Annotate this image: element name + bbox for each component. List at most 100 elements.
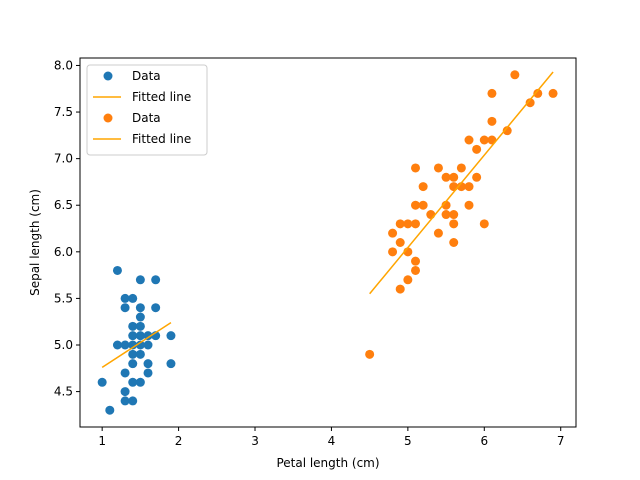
data-point — [128, 396, 138, 406]
data-point — [166, 331, 176, 341]
data-point — [403, 219, 413, 229]
data-point — [395, 219, 405, 229]
data-point — [411, 163, 421, 173]
data-point — [135, 331, 145, 341]
data-point — [143, 368, 153, 378]
data-point — [525, 98, 535, 108]
data-point — [120, 303, 130, 313]
data-point — [456, 163, 466, 173]
fitted-line — [101, 322, 172, 368]
y-axis-label: Sepal length (cm) — [28, 189, 42, 296]
data-point — [128, 340, 138, 350]
data-point — [166, 359, 176, 369]
data-point — [120, 396, 130, 406]
data-point — [135, 349, 145, 359]
data-point — [128, 331, 138, 341]
y-tick-label: 5.0 — [54, 338, 73, 352]
y-tick-label: 7.5 — [54, 105, 73, 119]
data-point — [395, 284, 405, 294]
data-point — [143, 340, 153, 350]
data-point — [395, 238, 405, 247]
y-tick-label: 5.5 — [54, 291, 73, 305]
data-point — [135, 312, 145, 322]
data-point — [365, 349, 375, 359]
data-point — [128, 359, 138, 369]
data-point — [135, 340, 145, 350]
data-point — [135, 303, 145, 313]
data-point — [464, 182, 474, 192]
plot-area — [97, 70, 558, 415]
data-point — [135, 377, 145, 387]
data-point — [388, 228, 398, 238]
data-point — [143, 331, 153, 341]
data-point — [411, 219, 421, 229]
data-point — [479, 219, 489, 229]
data-point — [128, 377, 138, 387]
data-point — [472, 144, 482, 154]
data-point — [128, 293, 138, 303]
data-point — [120, 387, 130, 397]
data-point — [120, 368, 130, 378]
data-point — [426, 210, 436, 220]
legend: Data Fitted line Data Fitted line — [86, 64, 208, 156]
data-point — [128, 349, 138, 359]
data-point — [441, 172, 451, 182]
y-tick-label: 6.5 — [54, 198, 73, 212]
data-point — [441, 210, 451, 220]
data-point — [464, 135, 474, 145]
data-point — [151, 303, 161, 313]
data-point — [479, 135, 489, 145]
y-tick-label: 4.5 — [54, 385, 73, 399]
data-point — [433, 228, 443, 238]
legend-box — [86, 64, 208, 156]
x-tick-label: 7 — [557, 434, 565, 448]
data-point — [533, 88, 543, 98]
data-point — [411, 265, 421, 275]
y-tick-label: 7.0 — [54, 152, 73, 166]
data-point — [433, 163, 443, 173]
data-point — [487, 116, 497, 126]
x-tick-label: 6 — [480, 434, 488, 448]
data-point — [112, 340, 122, 350]
legend-label: Fitted line — [132, 90, 191, 104]
x-tick-label: 2 — [175, 434, 183, 448]
data-point — [449, 210, 459, 220]
data-point — [120, 293, 130, 303]
legend-marker — [103, 71, 113, 81]
x-tick-label: 5 — [404, 434, 412, 448]
data-point — [418, 200, 428, 210]
legend-label: Data — [132, 111, 161, 125]
data-point — [143, 359, 153, 369]
data-point — [449, 219, 459, 229]
legend-label: Data — [132, 69, 161, 83]
data-point — [418, 182, 428, 192]
x-tick-label: 1 — [98, 434, 106, 448]
x-axis-label: Petal length (cm) — [276, 456, 379, 470]
legend-marker — [103, 113, 113, 123]
tick-layer: 1 2 3 4 5 6 7 4.5 5.0 5.5 6.0 6.5 7.0 7.5 8.0 — [54, 58, 565, 448]
data-point — [120, 340, 130, 350]
axes-frame — [79, 57, 577, 428]
data-point — [502, 126, 512, 136]
data-point — [472, 172, 482, 182]
data-point — [151, 275, 161, 285]
data-point — [449, 172, 459, 182]
data-point — [388, 247, 398, 257]
data-point — [97, 377, 107, 387]
legend-label: Fitted line — [132, 132, 191, 146]
x-tick-label: 3 — [251, 434, 259, 448]
data-point — [464, 200, 474, 210]
fitted-line — [369, 71, 554, 295]
data-point — [449, 238, 459, 247]
data-point — [411, 200, 421, 210]
data-point — [510, 70, 520, 80]
data-point — [487, 88, 497, 98]
data-point — [128, 321, 138, 331]
data-point — [135, 275, 145, 285]
data-point — [403, 275, 413, 285]
data-point — [105, 405, 115, 415]
y-tick-label: 8.0 — [54, 58, 73, 72]
data-point — [135, 321, 145, 331]
y-tick-label: 6.0 — [54, 245, 73, 259]
